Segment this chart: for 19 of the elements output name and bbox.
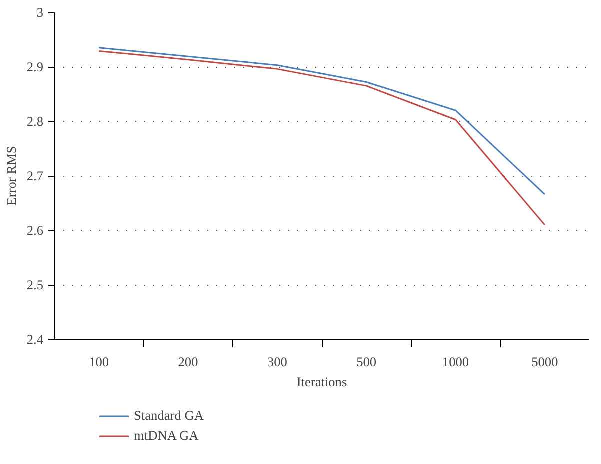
x-tick-label: 300 xyxy=(267,354,288,370)
y-tick-label: 2.8 xyxy=(26,114,44,129)
line-series xyxy=(98,47,546,196)
y-tick-label: 2.9 xyxy=(26,60,44,74)
legend-label: Standard GA xyxy=(134,408,204,424)
y-tick-label: 2.4 xyxy=(26,332,44,347)
x-tick-label: 200 xyxy=(178,354,199,370)
x-tick-label: 1000 xyxy=(442,354,470,370)
y-tick-label: 2.5 xyxy=(26,278,44,292)
x-tick-label: 5000 xyxy=(532,354,559,370)
x-tick-label: 500 xyxy=(356,354,377,370)
line-series xyxy=(98,50,546,226)
y-tick-label: 2.6 xyxy=(26,223,44,238)
x-axis-title: Iterations xyxy=(296,374,348,390)
y-axis-title: Error RMS xyxy=(4,146,19,206)
legend-label: mtDNA GA xyxy=(134,428,199,444)
y-tick-label: 3 xyxy=(36,5,44,20)
x-tick-label: 100 xyxy=(89,354,110,370)
y-tick-label: 2.7 xyxy=(26,168,44,184)
